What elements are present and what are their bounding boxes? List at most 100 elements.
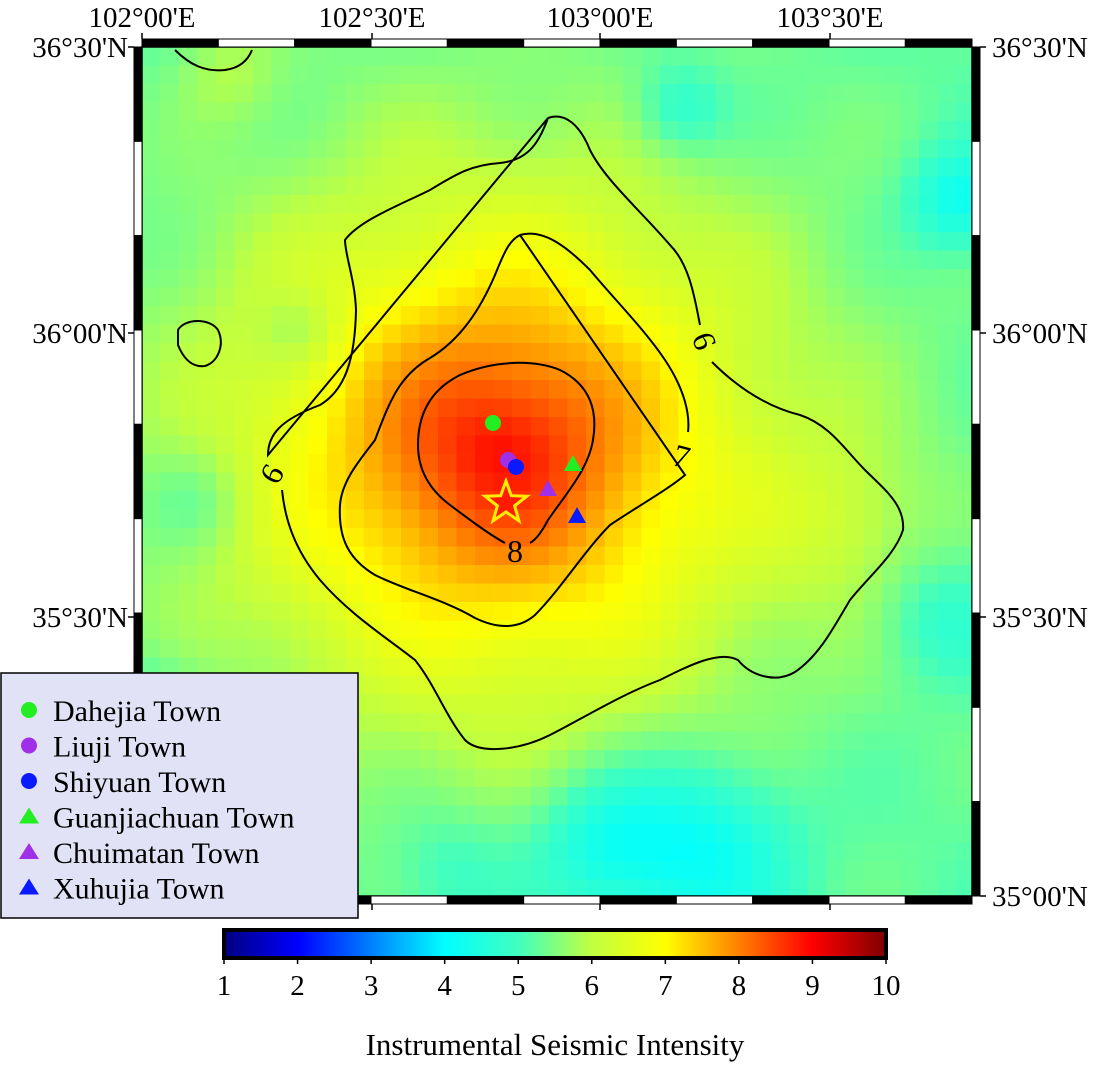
intensity-cell — [937, 84, 957, 104]
intensity-cell — [327, 65, 347, 85]
intensity-cell — [826, 713, 846, 733]
intensity-cell — [401, 472, 421, 492]
intensity-cell — [900, 620, 920, 640]
intensity-cell — [493, 639, 513, 659]
intensity-cell — [919, 454, 939, 474]
intensity-cell — [919, 121, 939, 141]
intensity-cell — [308, 509, 328, 529]
intensity-cell — [456, 269, 476, 289]
intensity-cell — [752, 824, 772, 844]
intensity-cell — [438, 361, 458, 381]
intensity-cell — [512, 879, 532, 896]
intensity-cell — [641, 102, 661, 122]
intensity-cell — [364, 842, 384, 862]
intensity-cell — [919, 565, 939, 585]
intensity-cell — [530, 879, 550, 896]
intensity-cell — [197, 435, 217, 455]
intensity-cell — [197, 343, 217, 363]
intensity-cell — [179, 324, 199, 344]
intensity-cell — [734, 454, 754, 474]
intensity-cell — [160, 417, 180, 437]
intensity-cell — [290, 195, 310, 215]
intensity-cell — [641, 176, 661, 196]
intensity-cell — [586, 731, 606, 751]
intensity-cell — [604, 121, 624, 141]
intensity-cell — [845, 213, 865, 233]
intensity-cell — [826, 620, 846, 640]
frame-band — [370, 38, 448, 48]
intensity-cell — [697, 602, 717, 622]
intensity-cell — [752, 232, 772, 252]
intensity-cell — [863, 491, 883, 511]
intensity-cell — [512, 657, 532, 677]
intensity-cell — [826, 731, 846, 751]
intensity-cell — [290, 65, 310, 85]
intensity-cell — [789, 380, 809, 400]
intensity-cell — [234, 343, 254, 363]
intensity-cell — [863, 324, 883, 344]
intensity-cell — [789, 324, 809, 344]
intensity-cell — [438, 269, 458, 289]
intensity-cell — [456, 805, 476, 825]
intensity-cell — [327, 620, 347, 640]
intensity-cell — [142, 121, 162, 141]
intensity-cell — [401, 306, 421, 326]
intensity-cell — [530, 602, 550, 622]
intensity-cell — [789, 546, 809, 566]
intensity-cell — [493, 731, 513, 751]
intensity-cell — [937, 565, 957, 585]
intensity-cell — [789, 861, 809, 881]
intensity-cell — [882, 657, 902, 677]
intensity-cell — [900, 232, 920, 252]
intensity-cell — [789, 84, 809, 104]
intensity-cell — [771, 639, 791, 659]
intensity-cell — [475, 139, 495, 159]
intensity-cell — [327, 84, 347, 104]
intensity-cell — [567, 787, 587, 807]
intensity-cell — [845, 176, 865, 196]
intensity-cell — [937, 454, 957, 474]
intensity-cell — [586, 768, 606, 788]
intensity-cell — [845, 861, 865, 881]
intensity-cell — [715, 583, 735, 603]
intensity-cell — [345, 417, 365, 437]
intensity-cell — [734, 787, 754, 807]
intensity-cell — [919, 398, 939, 418]
intensity-cell — [567, 84, 587, 104]
intensity-cell — [826, 121, 846, 141]
frame-band — [971, 518, 981, 614]
intensity-cell — [808, 528, 828, 548]
intensity-cell — [623, 639, 643, 659]
intensity-cell — [401, 102, 421, 122]
intensity-cell — [586, 491, 606, 511]
intensity-cell — [160, 454, 180, 474]
intensity-cell — [197, 583, 217, 603]
intensity-cell — [290, 472, 310, 492]
intensity-cell — [493, 805, 513, 825]
intensity-cell — [845, 879, 865, 896]
intensity-cell — [826, 102, 846, 122]
intensity-cell — [641, 287, 661, 307]
intensity-cell — [549, 861, 569, 881]
intensity-cell — [919, 472, 939, 492]
intensity-cell — [567, 102, 587, 122]
intensity-cell — [401, 620, 421, 640]
intensity-cell — [900, 713, 920, 733]
intensity-cell — [549, 454, 569, 474]
intensity-cell — [826, 694, 846, 714]
intensity-cell — [234, 398, 254, 418]
intensity-cell — [771, 47, 791, 67]
frame-band — [971, 235, 981, 331]
intensity-cell — [808, 121, 828, 141]
intensity-cell — [900, 787, 920, 807]
intensity-cell — [456, 324, 476, 344]
intensity-cell — [530, 324, 550, 344]
intensity-cell — [530, 139, 550, 159]
intensity-cell — [419, 102, 439, 122]
intensity-cell — [549, 472, 569, 492]
intensity-cell — [290, 620, 310, 640]
intensity-cell — [882, 176, 902, 196]
intensity-cell — [900, 343, 920, 363]
intensity-cell — [771, 232, 791, 252]
intensity-cell — [567, 824, 587, 844]
